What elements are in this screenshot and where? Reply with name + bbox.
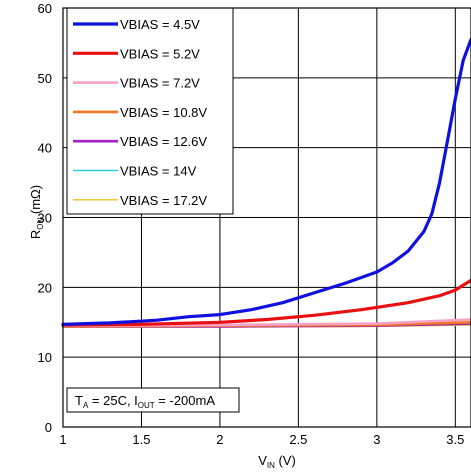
series-layer (61, 37, 471, 328)
legend-label: VBIAS = 12.6V (120, 134, 207, 149)
legend: VBIAS = 4.5V VBIAS = 5.2V VBIAS = 7.2V VBIA… (66, 7, 234, 215)
x-tick-label: 1 (59, 432, 66, 447)
legend-label: VBIAS = 10.8V (120, 105, 207, 120)
y-axis-label: RON (mΩ) (28, 185, 45, 239)
series-line-2 (61, 278, 471, 327)
x-axis-label: VIN (V) (258, 453, 296, 470)
x-tick-label: 3.5 (446, 432, 464, 447)
x-tick-label: 2.5 (289, 432, 307, 447)
tick-labels: 1 1.5 2 2.5 3 3.5 0 10 20 30 40 50 60 (38, 1, 465, 447)
annotation-box (66, 387, 240, 413)
y-tick-label: 30 (38, 211, 52, 226)
annotation-text: TA = 25C, IOUT = -200mA (75, 393, 215, 410)
plot-frame (62, 7, 471, 428)
condition-annotation: TA = 25C, IOUT = -200mA (66, 387, 240, 413)
y-tick-label: 50 (38, 71, 52, 86)
y-tick-label: 10 (38, 350, 52, 365)
x-tick-label: 3 (373, 432, 380, 447)
x-tick-label: 1.5 (132, 432, 150, 447)
y-tick-label: 60 (38, 1, 52, 16)
series-line-1 (61, 37, 471, 326)
legend-label: VBIAS = 4.5V (120, 17, 200, 32)
y-tick-label: 20 (38, 280, 52, 295)
legend-label: VBIAS = 14V (120, 164, 197, 179)
x-tick-label: 2 (216, 432, 223, 447)
legend-label: VBIAS = 7.2V (120, 76, 200, 91)
legend-label: VBIAS = 17.2V (120, 193, 207, 208)
y-tick-label: 0 (45, 420, 52, 435)
y-tick-label: 40 (38, 141, 52, 156)
legend-label: VBIAS = 5.2V (120, 46, 200, 61)
